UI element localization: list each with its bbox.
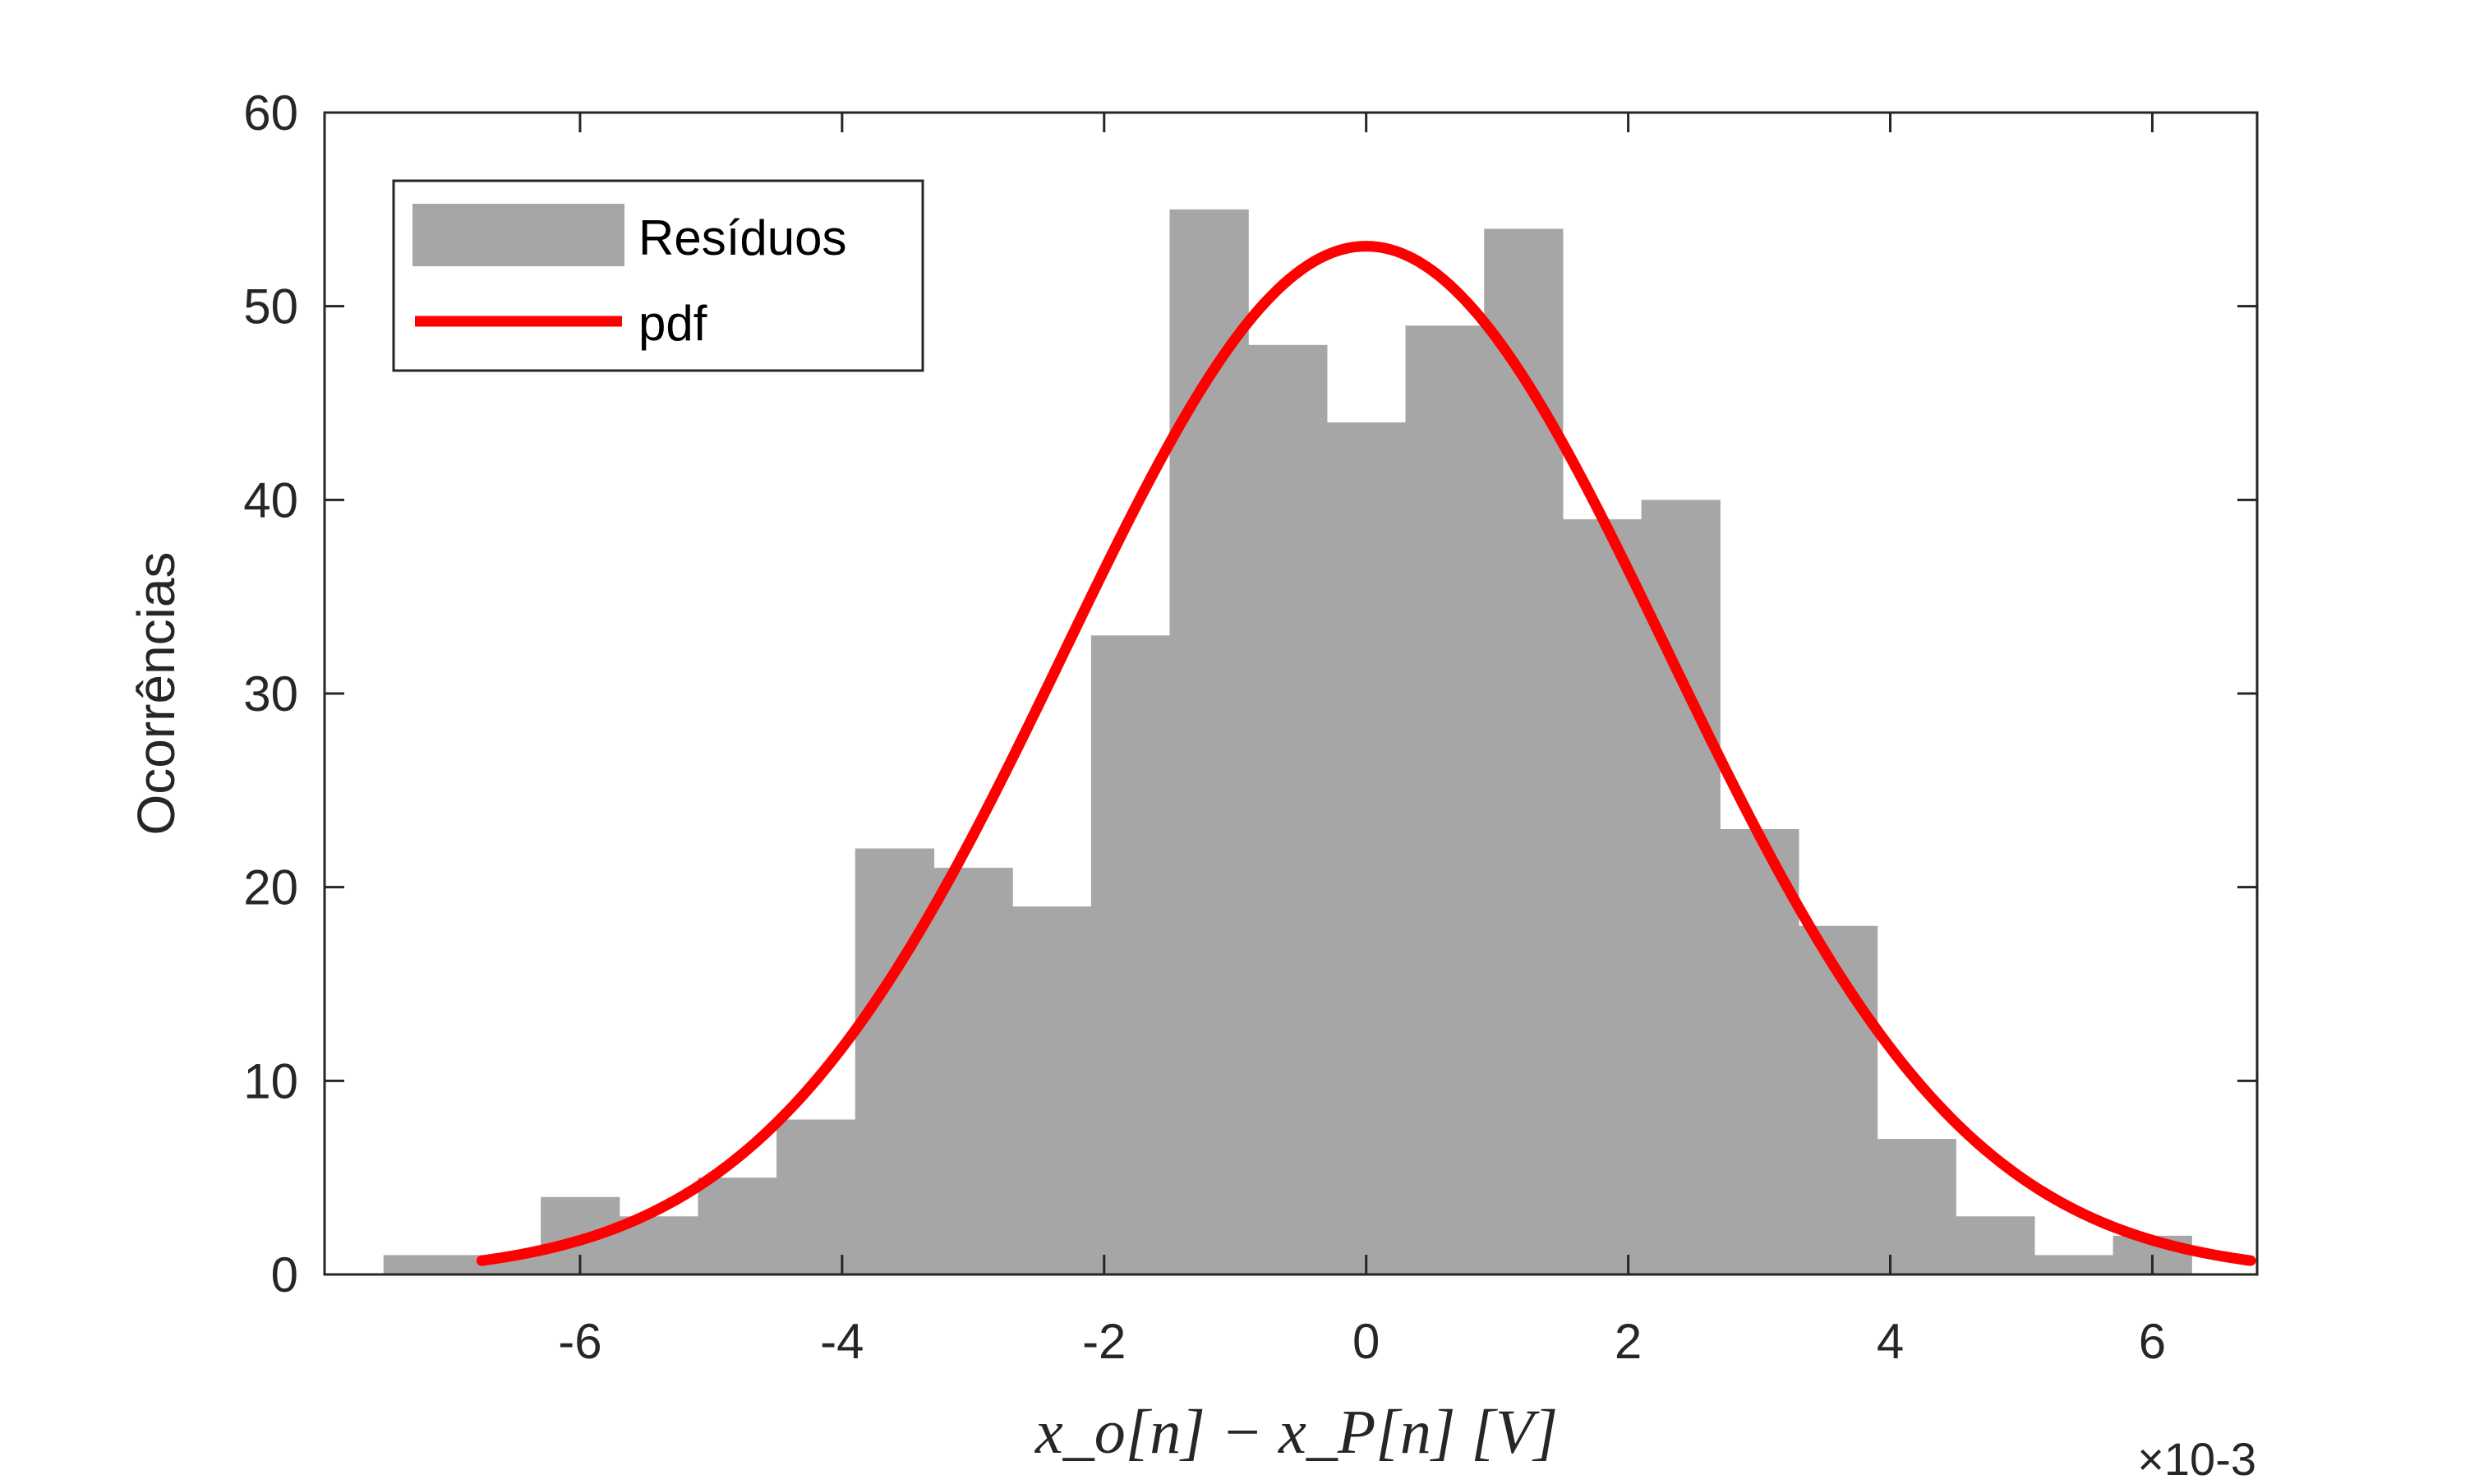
pdf-curve — [476, 241, 2256, 1266]
histogram-bar — [1484, 228, 1564, 1274]
x-tick-label: 2 — [1615, 1314, 1642, 1369]
y-tick-label: 40 — [243, 472, 298, 528]
y-tick-label: 0 — [271, 1247, 298, 1302]
x-tick-label: 6 — [2139, 1314, 2166, 1369]
y-tick-label: 60 — [243, 85, 298, 141]
histogram-bar — [1720, 828, 1799, 1274]
x-axis-exponent: ×10-3 — [2137, 1433, 2256, 1484]
histogram-bar — [933, 868, 1013, 1274]
histogram-bar — [1012, 906, 1092, 1274]
y-ticks: 0 10 20 30 40 50 60 — [243, 85, 2257, 1302]
histogram-bar — [2034, 1255, 2114, 1274]
histogram-bar — [1326, 422, 1407, 1274]
x-axis-label: x_o[n] − x_P[n] [V] — [1034, 1398, 1558, 1467]
histogram-bar — [1562, 518, 1643, 1274]
legend-swatch-residuos — [412, 204, 624, 266]
y-axis-label: Ocorrências — [127, 552, 186, 836]
histogram-bar — [1798, 925, 1878, 1274]
y-tick-label: 50 — [243, 279, 298, 334]
histogram-bar — [1956, 1216, 2035, 1274]
histogram-bar — [1090, 635, 1171, 1274]
x-tick-label: -4 — [820, 1314, 864, 1369]
legend: Resíduos pdf — [392, 179, 924, 372]
histogram-bar — [1248, 344, 1328, 1274]
legend-label-pdf: pdf — [638, 296, 707, 351]
histogram-bar — [698, 1178, 777, 1274]
histogram-bar — [776, 1119, 856, 1274]
histogram-bar — [1405, 325, 1485, 1274]
x-ticks: -6 -4 -2 0 2 4 6 — [558, 113, 2166, 1369]
histogram-bar — [1877, 1139, 1956, 1274]
histogram-bar — [1169, 209, 1249, 1274]
y-tick-label: 30 — [243, 666, 298, 721]
x-tick-label: -6 — [558, 1314, 601, 1369]
histogram-bar — [855, 848, 935, 1274]
x-tick-label: 4 — [1877, 1314, 1904, 1369]
x-tick-label: 0 — [1352, 1314, 1380, 1369]
y-tick-label: 20 — [243, 860, 298, 915]
legend-label-residuos: Resíduos — [638, 210, 846, 265]
x-tick-label: -2 — [1082, 1314, 1126, 1369]
y-tick-label: 10 — [243, 1053, 298, 1108]
